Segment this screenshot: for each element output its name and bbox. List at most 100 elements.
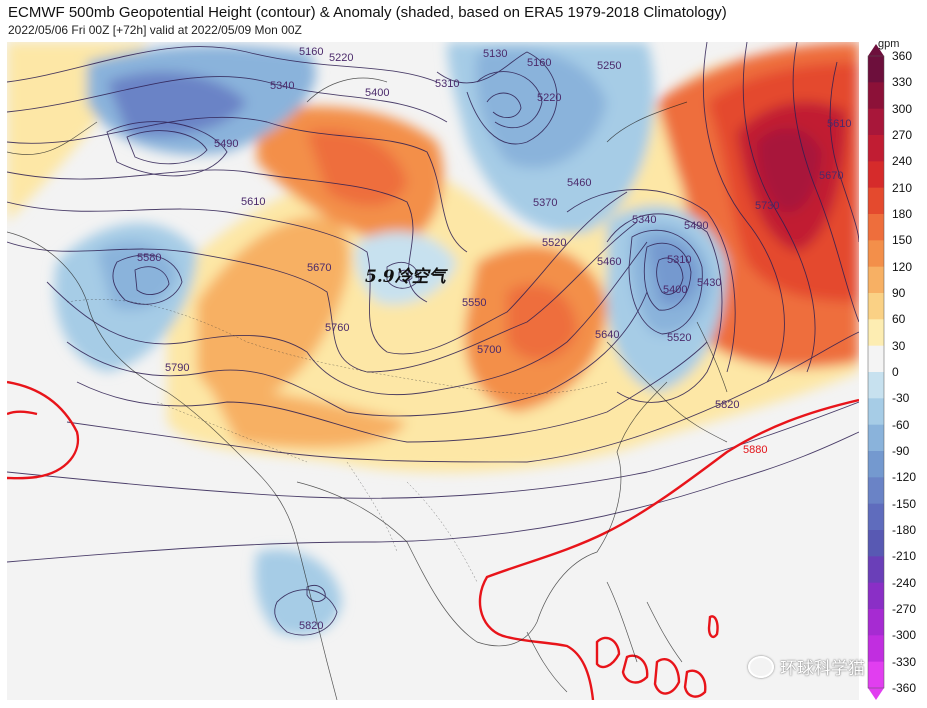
colorbar-segment	[868, 609, 884, 636]
map-panel: 5160 5220 5340 5400 5310 5130 5160 5220 5250 5490…	[7, 42, 859, 700]
colorbar-segment	[868, 372, 884, 399]
coastlines	[7, 77, 728, 700]
wechat-icon	[748, 655, 774, 678]
borders	[66, 299, 608, 583]
contour-label-5610-e: 5610	[827, 118, 852, 130]
contour-label-5640: 5640	[595, 329, 620, 341]
contour-label-5220-n: 5220	[329, 52, 354, 64]
colorbar-tick-label: 300	[892, 101, 913, 116]
colorbar-tick-label: -30	[892, 391, 910, 406]
colorbar-segment	[868, 214, 884, 241]
contour-label-5820-s: 5820	[299, 620, 324, 632]
colorbar-tick-label: -90	[892, 444, 910, 458]
colorbar-tick-label: -240	[892, 575, 917, 590]
contour-label-5310-e: 5310	[667, 254, 692, 266]
contour-label-5460-e: 5460	[597, 256, 622, 268]
colorbar-segment	[868, 266, 884, 294]
contour-label-5670-e: 5670	[819, 170, 844, 182]
chart-subtitle: 2022/05/06 Fri 00Z [+72h] valid at 2022/…	[8, 23, 302, 37]
contour-label-5760: 5760	[325, 322, 350, 334]
colorbar-segment	[868, 530, 884, 557]
contour-label-5520: 5520	[542, 237, 567, 249]
colorbar-tick-label: 120	[892, 259, 913, 274]
watermark-text: 环球科学猫	[780, 659, 865, 678]
colorbar-segment	[868, 503, 884, 531]
colorbar-segment	[868, 108, 884, 136]
anomaly-map	[7, 42, 859, 700]
colorbar-tick-label: -120	[892, 470, 917, 485]
contour-label-5250: 5250	[597, 60, 622, 72]
contour-label-5670: 5670	[307, 262, 332, 274]
colorbar-tick-label: -150	[892, 496, 917, 511]
colorbar-segment	[868, 345, 884, 373]
contour-label-5880: 5880	[743, 444, 768, 456]
contour-label-5400-n: 5400	[365, 87, 390, 99]
colorbar-tick-label: 180	[892, 207, 913, 221]
colorbar-segment	[868, 187, 884, 215]
colorbar-tick-label: 90	[892, 286, 906, 300]
contour-label-5790: 5790	[165, 362, 190, 374]
contour-label-5310-n: 5310	[435, 78, 460, 90]
colorbar-segment	[868, 161, 884, 189]
colorbar-segment	[868, 82, 884, 110]
contour-label-5340: 5340	[270, 80, 295, 92]
contour-label-5160-e: 5160	[527, 57, 552, 69]
colorbar-segment	[868, 451, 884, 478]
colorbar-unit: gpm	[878, 38, 900, 50]
contour-label-5370: 5370	[533, 197, 558, 209]
contour-label-5340-e: 5340	[632, 214, 657, 226]
colorbar-tick-label: -210	[892, 549, 917, 564]
colorbar-tick-label: 60	[892, 312, 906, 327]
colorbar-segment	[868, 319, 884, 347]
colorbar-arrow-bottom	[868, 688, 884, 700]
contour-label-5580: 5580	[137, 252, 162, 264]
colorbar-segment	[868, 477, 884, 505]
colorbar-bar	[867, 44, 885, 700]
colorbar-segment	[868, 582, 884, 610]
contour-label-5130: 5130	[483, 48, 508, 60]
colorbar-tick-label: -60	[892, 417, 910, 432]
contour-label-5520-e: 5520	[667, 332, 692, 344]
colorbar-tick-label: 360	[892, 49, 913, 63]
contour-label-5550: 5550	[462, 297, 487, 309]
colorbar-segment	[868, 240, 884, 268]
chart-title: ECMWF 500mb Geopotential Height (contour…	[8, 4, 727, 21]
contour-label-5730: 5730	[755, 200, 780, 212]
contour-label-5460: 5460	[567, 177, 592, 189]
colorbar-tick-label: -360	[892, 681, 917, 695]
colorbar-tick-label: -300	[892, 628, 917, 643]
colorbar-segment	[868, 556, 884, 584]
contour-label-5490-e: 5490	[684, 220, 709, 232]
colorbar-segment	[868, 293, 884, 320]
colorbar-segment	[868, 424, 884, 452]
colorbar-segment	[868, 56, 884, 83]
cold-air-annotation: 5.9冷空气	[365, 267, 446, 287]
colorbar-tick-label: -270	[892, 602, 917, 616]
contour-label-5610: 5610	[241, 196, 266, 208]
colorbar-arrow-top	[868, 44, 884, 56]
contour-label-5700: 5700	[477, 344, 502, 356]
contour-label-5220-e: 5220	[537, 92, 562, 104]
contour-label-5490: 5490	[214, 138, 239, 150]
contour-label-5160: 5160	[299, 46, 324, 58]
contour-label-5400-e: 5400	[663, 284, 688, 296]
colorbar-segment	[868, 135, 884, 162]
colorbar-tick-label: -330	[892, 654, 917, 669]
colorbar-tick-label: 30	[892, 338, 906, 353]
colorbar-tick-label: 0	[892, 365, 899, 379]
colorbar-tick-label: -180	[892, 523, 917, 537]
colorbar-tick-label: 330	[892, 75, 913, 90]
colorbar-tick-label: 270	[892, 128, 913, 142]
colorbar: gpm 360 330 300 270 240 210 180 150 120 90 60 30 0 -3…	[866, 38, 927, 706]
colorbar-tick-label: 240	[892, 154, 913, 169]
colorbar-segment	[868, 398, 884, 426]
colorbar-segment	[868, 635, 884, 663]
height-contours	[7, 42, 859, 636]
colorbar-frame	[867, 55, 885, 689]
colorbar-segment	[868, 661, 884, 689]
contour-5880	[7, 380, 859, 700]
contour-label-5430: 5430	[697, 277, 722, 289]
watermark: 环球科学猫	[748, 654, 865, 679]
contour-label-5820: 5820	[715, 399, 740, 411]
colorbar-tick-label: 150	[892, 233, 913, 248]
